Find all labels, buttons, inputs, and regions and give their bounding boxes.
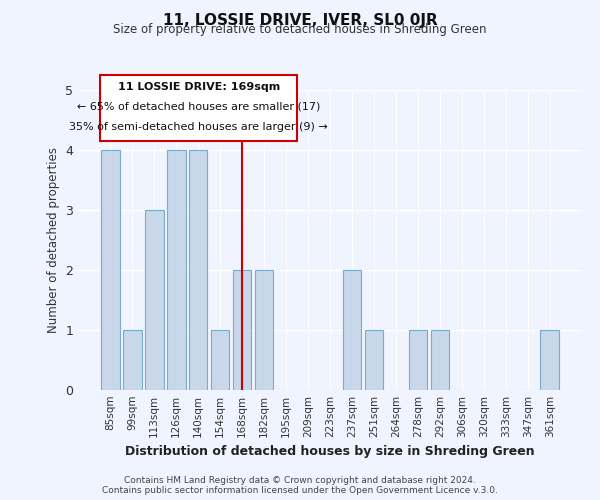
- Text: Contains HM Land Registry data © Crown copyright and database right 2024.: Contains HM Land Registry data © Crown c…: [124, 476, 476, 485]
- Bar: [365, 330, 383, 390]
- Bar: [167, 150, 185, 390]
- FancyBboxPatch shape: [100, 75, 297, 141]
- Text: 11 LOSSIE DRIVE: 169sqm: 11 LOSSIE DRIVE: 169sqm: [118, 82, 280, 92]
- Text: 35% of semi-detached houses are larger (9) →: 35% of semi-detached houses are larger (…: [70, 122, 328, 132]
- Bar: [101, 150, 119, 390]
- Bar: [343, 270, 361, 390]
- Text: Contains public sector information licensed under the Open Government Licence v.: Contains public sector information licen…: [102, 486, 498, 495]
- Bar: [145, 210, 164, 390]
- Y-axis label: Number of detached properties: Number of detached properties: [47, 147, 59, 333]
- Bar: [431, 330, 449, 390]
- Bar: [211, 330, 229, 390]
- Text: Size of property relative to detached houses in Shreding Green: Size of property relative to detached ho…: [113, 22, 487, 36]
- Text: ← 65% of detached houses are smaller (17): ← 65% of detached houses are smaller (17…: [77, 102, 320, 112]
- Bar: [123, 330, 142, 390]
- X-axis label: Distribution of detached houses by size in Shreding Green: Distribution of detached houses by size …: [125, 446, 535, 458]
- Bar: [541, 330, 559, 390]
- Bar: [189, 150, 208, 390]
- Bar: [233, 270, 251, 390]
- Text: 11, LOSSIE DRIVE, IVER, SL0 0JR: 11, LOSSIE DRIVE, IVER, SL0 0JR: [163, 12, 437, 28]
- Bar: [255, 270, 274, 390]
- Bar: [409, 330, 427, 390]
